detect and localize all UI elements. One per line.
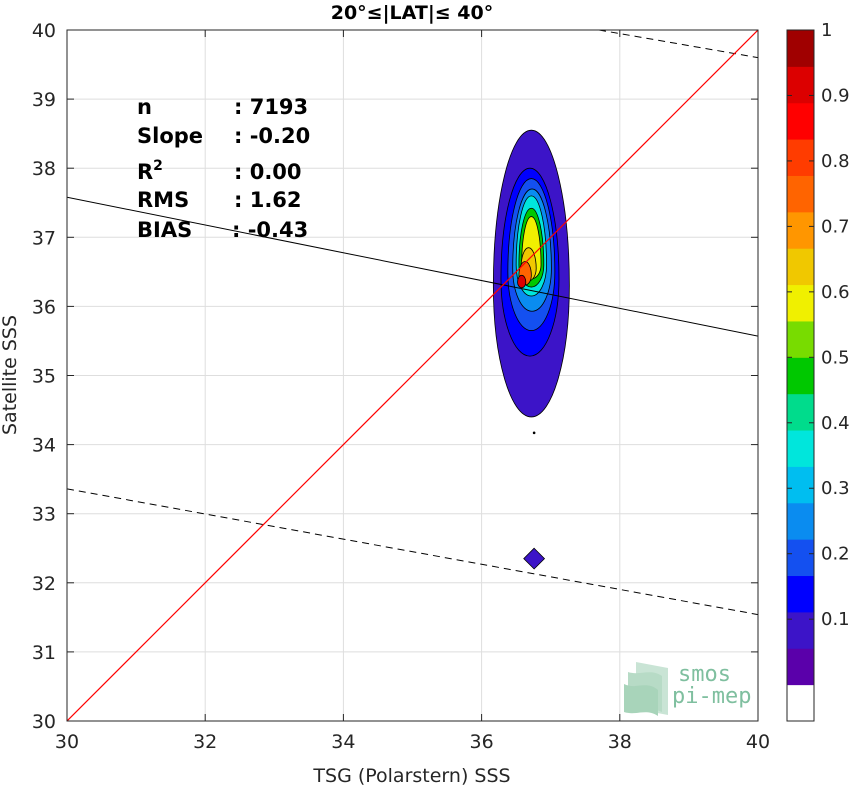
colorbar-segment: [787, 357, 814, 395]
stat-label: n: [137, 95, 152, 119]
x-tick-label: 40: [746, 731, 770, 753]
stat-label: RMS: [137, 188, 189, 212]
y-tick-label: 39: [32, 89, 56, 111]
y-axis-ticks: 30 31 32 33 34 35 36 37 38 39 40: [32, 20, 758, 733]
y-axis-label: Satellite SSS: [0, 315, 21, 435]
y-tick-label: 33: [32, 504, 56, 526]
contour-level: [517, 274, 527, 289]
logo: smos pi-mep: [624, 662, 751, 716]
logo-line2: pi-mep: [672, 684, 751, 709]
colorbar-segment: [787, 30, 814, 67]
x-tick-label: 34: [331, 731, 355, 753]
colorbar-tick-label: 0.3: [821, 478, 850, 499]
colorbar-segment: [787, 648, 814, 686]
secondary-contour: [523, 547, 546, 570]
stat-value: : 1.62: [234, 188, 302, 212]
colorbar-tick-label: 0.1: [821, 609, 850, 630]
x-axis-ticks: 30 32 34 36 38 40: [55, 30, 770, 753]
lower-bound-line: [67, 488, 758, 616]
colorbar-segment: [787, 684, 814, 722]
y-tick-label: 35: [32, 366, 56, 388]
identity-line: [67, 30, 758, 721]
colorbar-segment: [787, 466, 814, 504]
x-tick-label: 30: [55, 731, 79, 753]
stat-label: Slope: [137, 124, 203, 148]
colorbar-segment: [787, 175, 814, 213]
y-tick-label: 37: [32, 227, 56, 249]
stat-label-sup: 2: [153, 158, 163, 174]
colorbar-frame: [786, 29, 815, 722]
stat-value: : 0.00: [234, 160, 302, 184]
colorbar-segment: [787, 66, 814, 104]
outlier-point: [532, 431, 536, 435]
colorbar-segment: [787, 248, 814, 286]
y-tick-label: 40: [32, 20, 56, 42]
y-tick-label: 36: [32, 296, 56, 318]
colorbar-tick-label: 0.4: [821, 413, 850, 434]
x-tick-label: 32: [193, 731, 217, 753]
colorbar-tick-label: 0.2: [821, 544, 850, 565]
colorbar-segment: [787, 139, 814, 176]
colorbar-segment: [787, 430, 814, 467]
colorbar-segment: [787, 575, 814, 613]
colorbar-tick-label: 0.5: [821, 347, 850, 368]
y-tick-label: 38: [32, 158, 56, 180]
density-contours: [492, 129, 570, 570]
colorbar-segment: [787, 211, 814, 249]
colorbar-tick-label: 0.9: [821, 85, 850, 106]
colorbar-segment: [787, 539, 814, 577]
x-tick-label: 38: [608, 731, 632, 753]
stat-label: BIAS: [137, 218, 192, 242]
colorbar-segment: [787, 611, 814, 649]
colorbar-segment: [787, 320, 814, 358]
stat-value: : -0.43: [232, 218, 308, 242]
regression-fit-line: [67, 196, 758, 337]
colorbar-segment: [787, 102, 814, 140]
logo-icon: [624, 662, 668, 716]
chart-title: 20°≤|LAT|≤ 40°: [331, 2, 494, 24]
stat-value: : -0.20: [234, 124, 310, 148]
colorbar-segment: [787, 502, 814, 540]
regression-lines: [67, 30, 758, 721]
y-tick-label: 34: [32, 435, 56, 457]
upper-bound-line: [598, 30, 758, 59]
colorbar-segment: [787, 284, 814, 322]
x-tick-label: 36: [470, 731, 494, 753]
stat-value: : 7193: [234, 95, 308, 119]
colorbar-tick-label: 0.7: [821, 216, 850, 237]
colorbar-tick-label: 0.6: [821, 282, 850, 303]
y-tick-label: 30: [32, 711, 56, 733]
colorbar-tick-label: 0.8: [821, 151, 850, 172]
colorbar-tick-label: 1: [821, 20, 832, 41]
colorbar: 0.1 0.2 0.3 0.4 0.5 0.6 0.7 0.8 0.9 1: [786, 20, 850, 722]
y-tick-label: 32: [32, 573, 56, 595]
grid-lines: [67, 30, 758, 721]
colorbar-segment: [787, 393, 814, 431]
x-axis-label: TSG (Polarstern) SSS: [312, 765, 510, 787]
y-tick-label: 31: [32, 642, 56, 664]
logo-line1: smos: [678, 662, 731, 687]
